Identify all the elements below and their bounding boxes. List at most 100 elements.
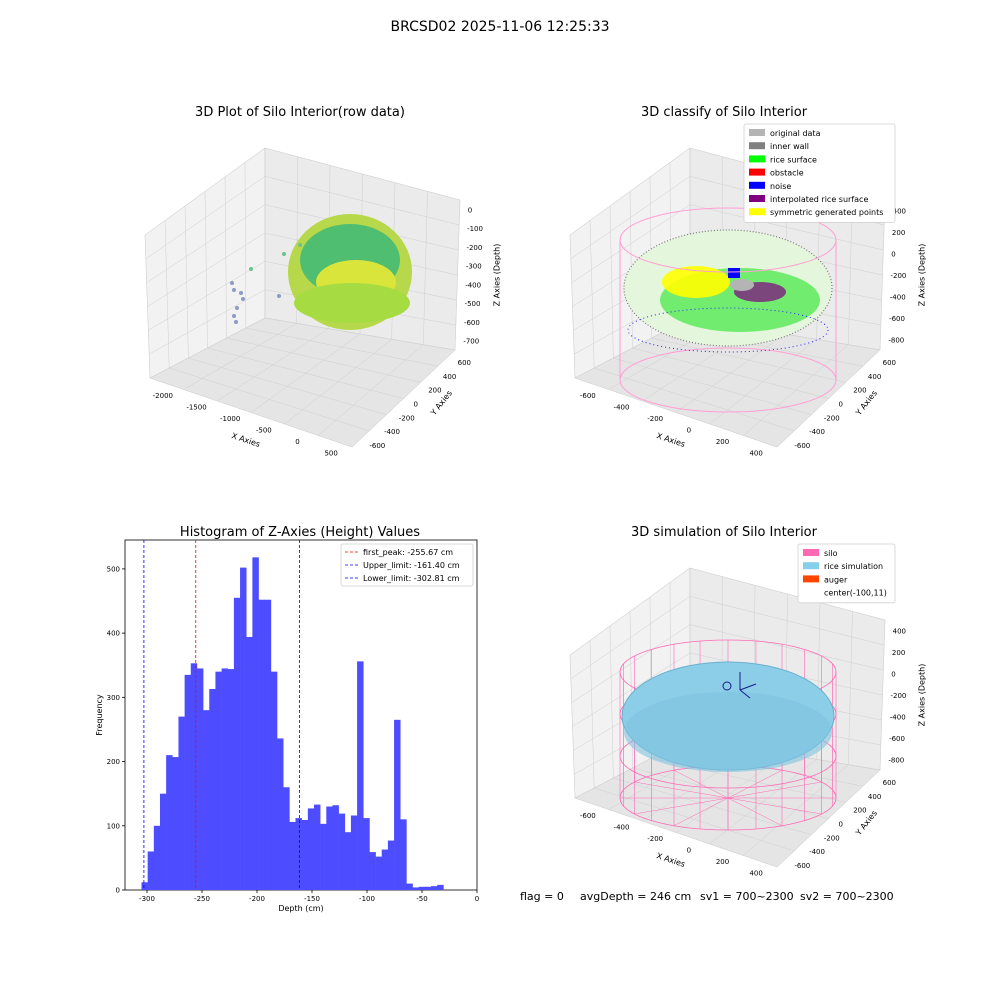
classify-y-tick-label: -400 [809,428,825,436]
histogram-bar [258,599,265,890]
histogram-bar [240,567,247,890]
classify-symmetric-points [662,266,730,298]
silo-floor-spoke [727,781,822,799]
classify-legend-label: noise [770,182,791,191]
raw-z-tick-label: 0 [468,206,472,214]
histogram-bar [209,688,216,890]
raw-outlier-point [230,281,234,285]
simulation-x-tick-label: -200 [647,835,663,843]
histogram-bar [332,805,339,890]
histogram-bar [246,636,253,890]
status-line: flag = 0 avgDepth = 246 cm sv1 = 700~230… [520,890,894,903]
histogram-bar [344,832,352,890]
classify-z-tick-label: -600 [889,315,905,323]
simulation-z-tick-label: -400 [890,713,906,721]
histogram-bar [147,851,155,890]
classify-z-label: Z Axies (Depth) [918,244,927,307]
raw-outlier-point [282,252,286,256]
silo-floor-spoke [727,797,822,815]
classify-y-tick-label: -200 [824,414,840,422]
histogram-x-tick-label: -100 [359,895,375,903]
silo-floor-spoke [673,770,729,799]
raw-y-tick-label: -600 [369,442,385,450]
histogram-x-tick-label: -250 [194,895,210,903]
raw-z-tick-label: -100 [467,225,483,233]
raw-z-tick-label: -500 [465,300,481,308]
simulation-z-tick-label: -800 [888,756,904,764]
raw-cloud-bottom [294,283,410,323]
histogram-legend-frame [340,543,474,587]
raw-grid-line [264,148,456,351]
simulation-x-tick-label: 200 [716,858,729,866]
status-flag: flag = 0 [520,890,564,903]
classify-x-tick-label: -200 [647,415,663,423]
classify-legend-swatch [749,208,765,216]
histogram-bar [369,852,376,890]
histogram-bar [363,818,370,890]
histogram-bar [400,819,407,890]
histogram-x-ticks: -300 -250 -200 -150 -100 -50 0 [139,890,479,903]
figure-suptitle: BRCSD02 2025-11-06 12:25:33 [390,19,609,35]
panel-classify: 3D classify of Silo Interior -600 -400 -20… [569,105,927,457]
classify-x-tick-label: 400 [749,449,762,457]
classify-z-tick-label: 200 [892,229,905,237]
histogram-bar [424,886,432,890]
histogram-bar [326,806,333,890]
classify-scene [619,207,837,413]
simulation-legend-swatch [803,562,819,570]
histogram-x-tick-label: 0 [475,895,479,903]
raw-y-tick-label: 200 [428,387,441,395]
raw-grid-line [144,147,461,236]
simulation-z-tick-label: 400 [893,628,906,636]
simulation-legend-swatch [803,549,819,556]
panel-raw-data: 3D Plot of Silo Interior(row data) -200 0… [144,105,502,457]
histogram-bar [301,820,309,890]
histogram-y-tick-label: 100 [107,822,120,830]
histogram-y-tick-label: 0 [116,887,120,895]
classify-legend-swatch [749,155,765,163]
classify-z-tick-label: 0 [891,251,895,259]
histogram-bar [283,787,290,890]
raw-outlier-point [241,297,245,301]
histogram-bar [172,757,179,890]
histogram-bar [178,716,185,890]
histogram-bar [387,840,395,890]
histogram-bar [307,808,315,890]
histogram-bar [394,719,401,890]
histogram-bar [277,738,284,890]
silo-floor-spoke [634,781,729,799]
raw-z-label: Z Axies (Depth) [493,244,502,307]
histogram-x-tick-label: -200 [249,895,265,903]
raw-x-tick-label: -500 [256,426,272,434]
histogram-bar [431,886,438,890]
histogram-bar [357,661,364,890]
histogram-bar [221,668,229,890]
raw-y-tick-label: -200 [399,414,415,422]
histogram-x-tick-label: -50 [416,895,427,903]
histogram-bar [215,671,222,890]
classify-z-tick-label: -400 [890,293,906,301]
classify-x-tick-label: -400 [614,403,630,411]
histogram-bar [381,849,389,890]
raw-z-tick-label: -300 [466,263,482,271]
histogram-reference-lines [143,540,300,890]
raw-panel-title: 3D Plot of Silo Interior(row data) [195,105,405,120]
classify-x-label: X Axies [655,431,686,449]
histogram-x-label: Depth (cm) [278,904,323,913]
simulation-y-tick-label: 0 [839,821,843,829]
histogram-bar [159,793,167,890]
classify-y-tick-label: 400 [868,373,881,381]
simulation-x-tick-label: -600 [580,812,596,820]
simulation-legend: silo rice simulation auger center(-100,11) [797,543,896,604]
histogram-bar [375,856,383,890]
classify-legend-frame [743,123,896,223]
histogram-bar [252,557,259,890]
classify-y-tick-label: 200 [853,387,866,395]
histogram-bar [184,674,192,890]
classify-legend-swatch [749,195,765,202]
simulation-center-axis [739,689,751,699]
raw-x-tick-label: 0 [295,438,299,446]
simulation-legend-swatch [803,575,819,583]
classify-x-tick-label: 200 [716,438,729,446]
